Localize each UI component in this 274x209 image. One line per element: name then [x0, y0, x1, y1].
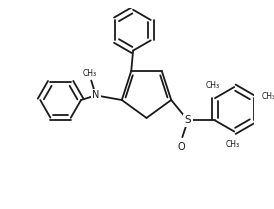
- Text: N: N: [92, 90, 99, 100]
- Text: CH₃: CH₃: [206, 81, 220, 90]
- Text: S: S: [185, 115, 191, 125]
- Text: CH₃: CH₃: [225, 140, 239, 149]
- Text: O: O: [178, 142, 185, 152]
- Text: CH₃: CH₃: [82, 69, 96, 78]
- Text: CH₃: CH₃: [262, 92, 274, 101]
